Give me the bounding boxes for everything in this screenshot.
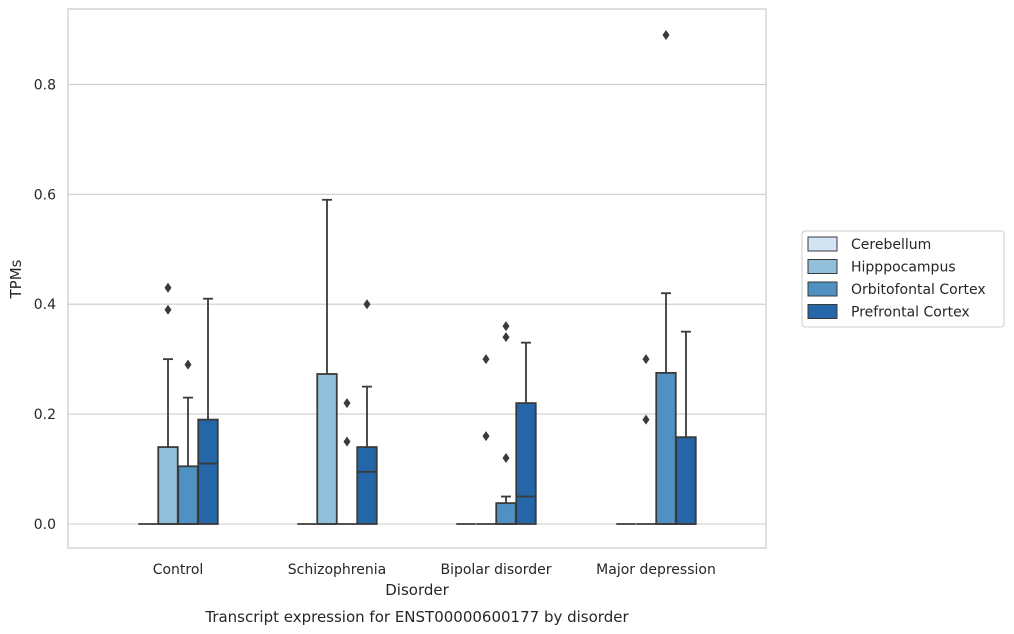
box <box>655 371 677 525</box>
y-tick-label: 0.0 <box>34 517 56 533</box>
box <box>356 446 378 525</box>
outlier-point <box>343 398 351 409</box>
x-axis-ticks: Control Schizophrenia Bipolar disorder Majo… <box>153 562 716 578</box>
box-group <box>476 354 496 525</box>
outlier-point <box>482 354 490 365</box>
box-group <box>157 282 179 525</box>
outlier-point <box>184 359 192 370</box>
y-axis-ticks: 0.0 0.2 0.4 0.6 0.8 <box>34 77 56 533</box>
outlier-point <box>642 414 650 425</box>
outlier-point <box>343 436 351 447</box>
box-layer <box>138 29 697 525</box>
box-group <box>515 341 537 525</box>
plot-frame <box>67 8 767 549</box>
legend: Cerebellum Hipppocampus Orbitofontal Corte… <box>801 230 1005 328</box>
x-tick-label: Schizophrenia <box>288 562 386 578</box>
box-group <box>636 354 656 525</box>
y-tick-label: 0.8 <box>34 77 56 93</box>
box-group <box>675 330 697 525</box>
box <box>495 502 517 525</box>
box-group <box>316 198 338 525</box>
outlier-point <box>642 354 650 365</box>
box-group <box>177 359 199 525</box>
box <box>197 418 219 525</box>
x-tick-label: Bipolar disorder <box>440 562 551 578</box>
y-tick-label: 0.4 <box>34 297 56 313</box>
outlier-point <box>502 332 510 343</box>
legend-swatch <box>807 304 838 319</box>
outlier-point <box>164 282 172 293</box>
box-group <box>337 398 357 525</box>
x-tick-label: Control <box>153 562 204 578</box>
y-tick-label: 0.6 <box>34 187 56 203</box>
x-tick-label: Major depression <box>596 562 716 578</box>
legend-swatch <box>807 236 838 252</box>
outlier-point <box>502 453 510 464</box>
box <box>675 436 697 525</box>
outlier-point <box>363 299 371 310</box>
outlier-point <box>482 431 490 442</box>
box-group <box>495 321 517 525</box>
y-tick-label: 0.2 <box>34 407 56 423</box>
outlier-point <box>164 304 172 315</box>
box-group <box>356 299 378 525</box>
chart-caption: Transcript expression for ENST0000060017… <box>204 608 629 626</box>
box-group <box>655 29 677 525</box>
outlier-point <box>502 321 510 332</box>
box <box>515 402 537 525</box>
legend-label: Hipppocampus <box>851 260 956 276</box>
legend-label: Orbitofontal Cortex <box>851 282 986 298</box>
legend-label: Cerebellum <box>851 237 931 253</box>
box <box>177 465 199 525</box>
y-axis-label: TPMs <box>7 259 25 299</box>
box <box>157 446 179 525</box>
legend-swatch <box>807 259 838 274</box>
legend-label: Prefrontal Cortex <box>851 305 970 321</box>
x-axis-label: Disorder <box>385 581 449 599</box>
box-group <box>197 297 219 525</box>
legend-frame <box>801 230 1005 328</box>
outlier-point <box>662 29 670 40</box>
legend-swatch <box>807 281 838 297</box>
box <box>316 373 338 525</box>
